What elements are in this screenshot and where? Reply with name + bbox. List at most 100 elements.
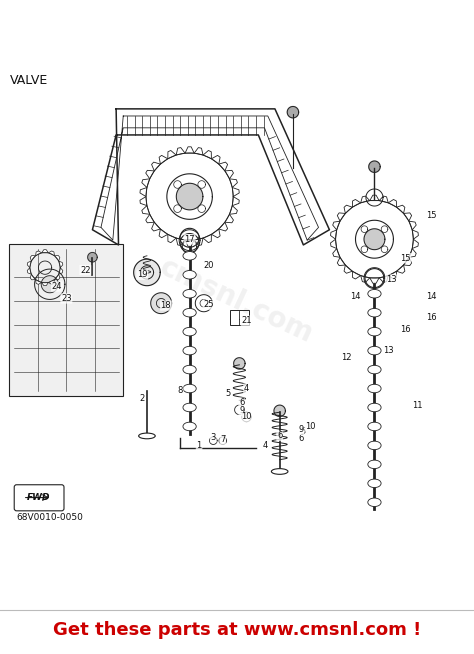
Polygon shape	[30, 274, 36, 280]
Text: 22: 22	[80, 266, 91, 275]
Text: 10: 10	[241, 413, 252, 421]
Text: 68V0010-0050: 68V0010-0050	[17, 513, 83, 522]
Polygon shape	[274, 405, 285, 417]
Text: 21: 21	[241, 317, 252, 325]
Polygon shape	[88, 252, 97, 262]
Polygon shape	[36, 251, 42, 256]
Text: 9: 9	[298, 425, 304, 434]
Polygon shape	[397, 205, 405, 213]
Polygon shape	[27, 261, 31, 267]
Text: 6: 6	[298, 434, 304, 443]
Bar	[230, 310, 249, 324]
Polygon shape	[48, 279, 55, 284]
Polygon shape	[142, 179, 150, 188]
Text: 14: 14	[426, 292, 437, 301]
Ellipse shape	[271, 469, 288, 474]
Ellipse shape	[368, 309, 381, 317]
Ellipse shape	[183, 347, 196, 355]
Text: 7: 7	[220, 435, 226, 444]
Polygon shape	[9, 244, 123, 396]
Text: 8: 8	[177, 387, 183, 396]
Text: 5: 5	[225, 388, 230, 398]
Polygon shape	[211, 156, 220, 164]
Polygon shape	[403, 257, 411, 266]
Polygon shape	[36, 279, 42, 284]
Polygon shape	[140, 197, 147, 205]
Ellipse shape	[183, 309, 196, 317]
Polygon shape	[55, 274, 60, 280]
Polygon shape	[333, 249, 340, 257]
Polygon shape	[219, 162, 228, 171]
Polygon shape	[352, 271, 361, 279]
Polygon shape	[152, 222, 160, 231]
Text: 18: 18	[161, 301, 171, 310]
Polygon shape	[370, 278, 379, 283]
Text: 10: 10	[305, 422, 316, 431]
Polygon shape	[194, 148, 203, 155]
Text: 16: 16	[426, 313, 437, 322]
Ellipse shape	[368, 460, 381, 469]
Polygon shape	[159, 229, 168, 237]
Ellipse shape	[368, 441, 381, 450]
Polygon shape	[409, 221, 416, 230]
Polygon shape	[369, 161, 380, 173]
Polygon shape	[146, 170, 155, 179]
Ellipse shape	[368, 328, 381, 336]
Polygon shape	[364, 229, 385, 250]
Text: 23: 23	[61, 294, 72, 303]
Text: 24: 24	[52, 282, 62, 291]
Polygon shape	[176, 238, 185, 245]
Polygon shape	[330, 239, 337, 249]
Ellipse shape	[368, 366, 381, 374]
Text: Get these parts at www.cmsnl.com !: Get these parts at www.cmsnl.com !	[53, 621, 421, 640]
Text: 15: 15	[426, 211, 437, 220]
Ellipse shape	[368, 479, 381, 488]
Text: 25: 25	[203, 300, 214, 309]
Polygon shape	[352, 199, 361, 207]
Polygon shape	[185, 240, 194, 247]
Polygon shape	[152, 162, 160, 171]
Ellipse shape	[368, 422, 381, 431]
Polygon shape	[168, 234, 176, 243]
Polygon shape	[30, 256, 36, 261]
Polygon shape	[403, 213, 411, 221]
Polygon shape	[337, 213, 346, 221]
Polygon shape	[397, 265, 405, 273]
Ellipse shape	[183, 290, 196, 298]
Polygon shape	[159, 156, 168, 164]
Polygon shape	[234, 358, 245, 369]
Polygon shape	[379, 275, 388, 283]
Polygon shape	[344, 205, 352, 213]
Polygon shape	[361, 275, 370, 283]
Polygon shape	[140, 188, 147, 197]
Text: 3: 3	[210, 433, 216, 442]
Polygon shape	[41, 276, 58, 293]
Polygon shape	[146, 215, 155, 223]
Text: 1: 1	[196, 441, 202, 450]
Polygon shape	[211, 229, 220, 237]
Polygon shape	[185, 146, 194, 153]
Polygon shape	[412, 239, 419, 249]
Polygon shape	[134, 259, 160, 286]
Polygon shape	[229, 205, 237, 215]
Polygon shape	[330, 230, 337, 239]
Text: 17: 17	[184, 235, 195, 244]
Polygon shape	[333, 221, 340, 230]
Polygon shape	[203, 234, 211, 243]
Text: 12: 12	[341, 353, 351, 362]
Polygon shape	[361, 196, 370, 203]
Text: 13: 13	[386, 275, 396, 284]
Text: 15: 15	[400, 254, 410, 263]
Polygon shape	[176, 148, 185, 155]
Polygon shape	[48, 251, 55, 256]
Ellipse shape	[183, 404, 196, 412]
Text: 14: 14	[350, 292, 361, 301]
Polygon shape	[142, 205, 150, 215]
Polygon shape	[219, 222, 228, 231]
Polygon shape	[151, 293, 172, 314]
Polygon shape	[229, 179, 237, 188]
Ellipse shape	[368, 347, 381, 355]
Text: 9: 9	[239, 406, 245, 415]
Ellipse shape	[183, 366, 196, 374]
FancyBboxPatch shape	[14, 485, 64, 511]
